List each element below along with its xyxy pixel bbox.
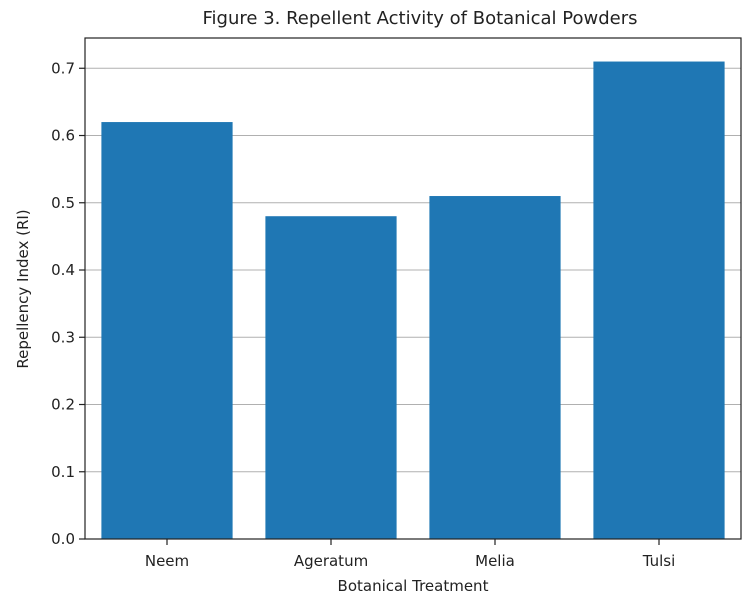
y-axis-label: Repellency Index (RI) xyxy=(14,209,32,368)
y-axis-ticks: 0.0 0.1 0.2 0.3 0.4 0.5 0.6 0.7 xyxy=(51,59,85,548)
bar-melia xyxy=(429,196,561,539)
bar-tulsi xyxy=(593,61,725,539)
chart-title: Figure 3. Repellent Activity of Botanica… xyxy=(203,8,638,29)
bar-neem xyxy=(101,122,233,540)
bars xyxy=(101,61,725,540)
x-tick-label: Ageratum xyxy=(294,552,368,570)
y-tick-label: 0.1 xyxy=(51,463,75,481)
y-tick-label: 0.7 xyxy=(51,59,75,77)
x-axis-label: Botanical Treatment xyxy=(338,577,489,595)
x-tick-label: Tulsi xyxy=(642,552,676,570)
bar-ageratum xyxy=(265,216,397,539)
y-tick-label: 0.4 xyxy=(51,261,75,279)
x-tick-label: Neem xyxy=(145,552,189,570)
y-tick-label: 0.2 xyxy=(51,396,75,414)
y-tick-label: 0.5 xyxy=(51,194,75,212)
y-tick-label: 0.6 xyxy=(51,127,75,145)
x-tick-label: Melia xyxy=(475,552,515,570)
x-axis-ticks: Neem Ageratum Melia Tulsi xyxy=(145,539,675,570)
y-tick-label: 0.3 xyxy=(51,328,75,346)
y-tick-label: 0.0 xyxy=(51,530,75,548)
plot-frame xyxy=(84,37,742,540)
